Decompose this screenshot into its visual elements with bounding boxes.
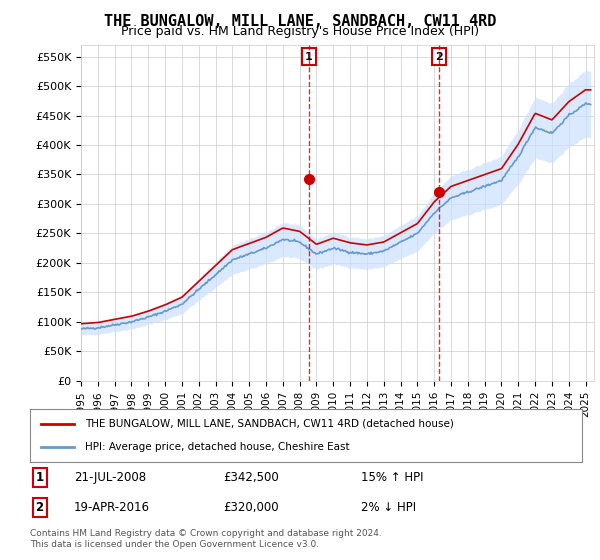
Text: THE BUNGALOW, MILL LANE, SANDBACH, CW11 4RD: THE BUNGALOW, MILL LANE, SANDBACH, CW11 …	[104, 14, 496, 29]
Text: 19-APR-2016: 19-APR-2016	[74, 501, 150, 514]
Text: HPI: Average price, detached house, Cheshire East: HPI: Average price, detached house, Ches…	[85, 442, 350, 452]
Text: 2% ↓ HPI: 2% ↓ HPI	[361, 501, 416, 514]
Text: THE BUNGALOW, MILL LANE, SANDBACH, CW11 4RD (detached house): THE BUNGALOW, MILL LANE, SANDBACH, CW11 …	[85, 419, 454, 429]
Text: Contains HM Land Registry data © Crown copyright and database right 2024.
This d: Contains HM Land Registry data © Crown c…	[30, 529, 382, 549]
Text: £320,000: £320,000	[223, 501, 279, 514]
Text: 15% ↑ HPI: 15% ↑ HPI	[361, 471, 424, 484]
Text: Price paid vs. HM Land Registry's House Price Index (HPI): Price paid vs. HM Land Registry's House …	[121, 25, 479, 38]
Text: 21-JUL-2008: 21-JUL-2008	[74, 471, 146, 484]
Text: 1: 1	[35, 471, 44, 484]
Text: 2: 2	[436, 52, 443, 62]
Text: 1: 1	[305, 52, 313, 62]
Text: 2: 2	[35, 501, 44, 514]
Text: £342,500: £342,500	[223, 471, 279, 484]
